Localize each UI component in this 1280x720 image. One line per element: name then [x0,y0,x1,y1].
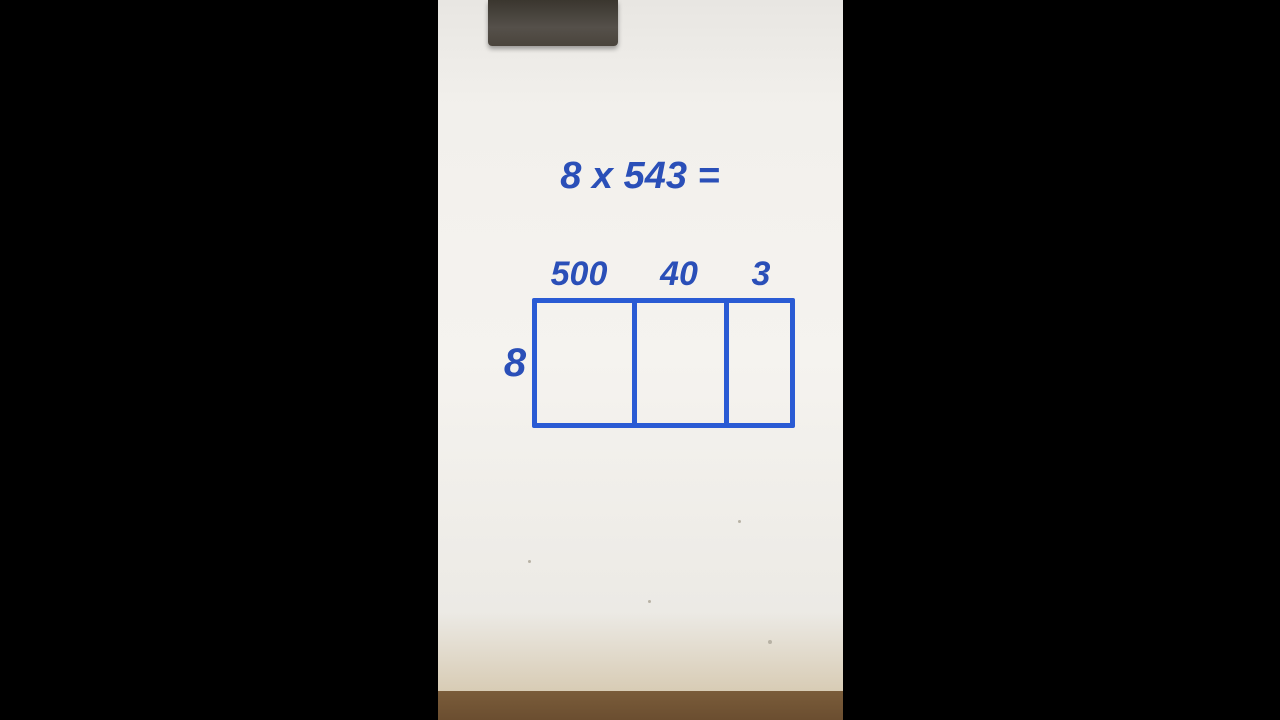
col-header-tens: 40 [631,255,727,294]
col-header-ones: 3 [727,255,795,294]
whiteboard: 8 x 543 = 500 40 3 8 [438,0,843,720]
area-boxes [532,298,795,428]
speck [768,640,772,644]
cell-hundreds [537,303,637,423]
cell-tens [637,303,729,423]
cell-ones [729,303,790,423]
row-label-multiplier: 8 [485,341,532,386]
video-frame: 8 x 543 = 500 40 3 8 [0,0,1280,720]
column-headers: 500 40 3 [527,255,795,294]
speck [528,560,531,563]
model-row: 8 [485,298,795,428]
speck [648,600,651,603]
multiplication-equation: 8 x 543 = [438,155,843,198]
col-header-hundreds: 500 [527,255,631,294]
speck [738,520,741,523]
whiteboard-eraser [488,0,618,46]
area-model-diagram: 500 40 3 8 [485,255,795,428]
